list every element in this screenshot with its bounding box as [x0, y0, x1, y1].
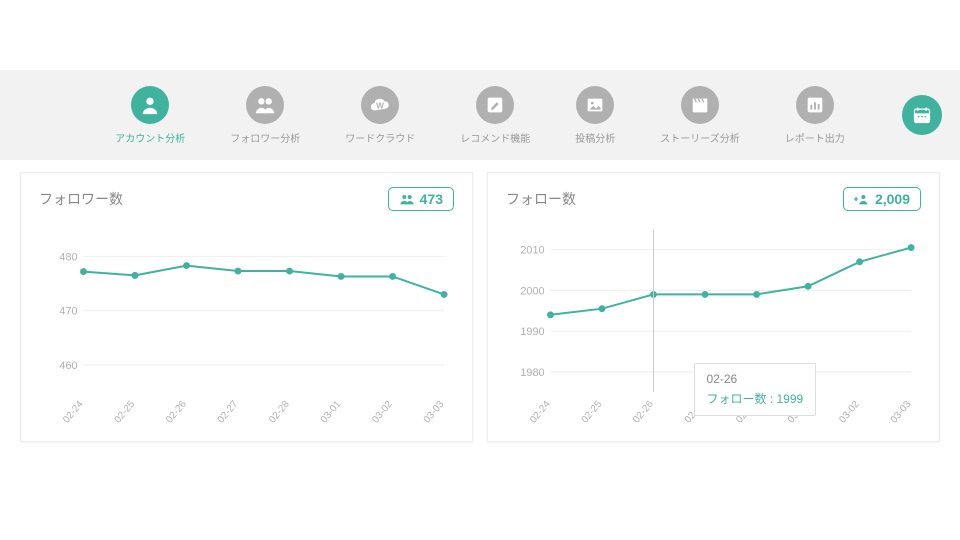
svg-text:1980: 1980 [520, 367, 544, 379]
nav-item-3[interactable]: レコメンド機能 [460, 86, 530, 145]
image-icon [576, 86, 614, 124]
svg-text:03-03: 03-03 [889, 399, 914, 426]
chart-tooltip: 02-26 フォロー数 : 1999 [694, 363, 817, 416]
svg-text:03-03: 03-03 [422, 399, 447, 426]
svg-text:480: 480 [59, 251, 77, 263]
svg-text:02-26: 02-26 [631, 399, 656, 426]
following-count-badge: 2,009 [843, 187, 921, 211]
svg-text:03-02: 03-02 [370, 399, 395, 425]
calendar-icon [912, 105, 932, 125]
clapper-icon [681, 86, 719, 124]
svg-text:2000: 2000 [520, 285, 544, 297]
svg-text:W: W [376, 101, 384, 110]
chart-body-left: 460 470 480 02-24 02-25 02-26 02-27 02-28 03-01 0… [39, 223, 454, 433]
chart-title: フォロー数 [506, 189, 576, 209]
nav-item-6[interactable]: レポート出力 [785, 86, 845, 145]
pencil-box-icon [476, 86, 514, 124]
nav-item-1[interactable]: フォロワー分析 [230, 86, 300, 145]
followers-chart-card: フォロワー数 473 460 470 480 02-24 02-25 02-26 02-27… [20, 172, 473, 442]
tooltip-date: 02-26 [707, 372, 804, 386]
cloud-w-icon: W [361, 86, 399, 124]
svg-text:470: 470 [59, 306, 77, 318]
people-icon [399, 193, 415, 205]
badge-value: 2,009 [875, 191, 910, 207]
calendar-button[interactable] [902, 95, 942, 135]
nav-label: ストーリーズ分析 [660, 130, 740, 145]
svg-text:02-24: 02-24 [61, 399, 86, 426]
person-icon [131, 86, 169, 124]
nav-label: アカウント分析 [115, 130, 185, 145]
svg-text:03-02: 03-02 [837, 399, 862, 425]
svg-text:03-01: 03-01 [319, 399, 344, 426]
followers-line-chart[interactable]: 460 470 480 02-24 02-25 02-26 02-27 02-28 03-01 0… [39, 223, 454, 433]
nav-label: レコメンド機能 [460, 130, 530, 145]
nav-item-2[interactable]: W ワードクラウド [345, 86, 415, 145]
svg-text:02-27: 02-27 [216, 399, 241, 425]
svg-text:460: 460 [59, 360, 77, 372]
nav-label: 投稿分析 [575, 130, 615, 145]
badge-value: 473 [420, 191, 443, 207]
chart-title: フォロワー数 [39, 189, 123, 209]
following-chart-card: フォロー数 2,009 1980 1990 2000 2010 02-24 02-25 02… [487, 172, 940, 442]
svg-text:02-24: 02-24 [528, 399, 553, 426]
nav-label: フォロワー分析 [230, 130, 300, 145]
chart-header: フォロワー数 473 [39, 187, 454, 211]
nav-label: ワードクラウド [345, 130, 415, 145]
charts-row: フォロワー数 473 460 470 480 02-24 02-25 02-26 02-27… [0, 160, 960, 454]
svg-text:02-25: 02-25 [113, 399, 138, 426]
svg-text:02-25: 02-25 [580, 399, 605, 426]
bar-chart-icon [796, 86, 834, 124]
svg-text:2010: 2010 [520, 245, 544, 257]
svg-text:02-26: 02-26 [164, 399, 189, 426]
nav-item-4[interactable]: 投稿分析 [575, 86, 615, 145]
top-spacer [0, 0, 960, 70]
nav-bar: アカウント分析 フォロワー分析 W ワードクラウド レコメンド機能 投稿分析 ストーリーズ分… [0, 70, 960, 160]
people-icon [246, 86, 284, 124]
svg-text:02-28: 02-28 [267, 399, 292, 426]
followers-count-badge: 473 [388, 187, 454, 211]
svg-text:1990: 1990 [520, 326, 544, 338]
nav-label: レポート出力 [785, 130, 845, 145]
chart-header: フォロー数 2,009 [506, 187, 921, 211]
nav-item-0[interactable]: アカウント分析 [115, 86, 185, 145]
nav-item-5[interactable]: ストーリーズ分析 [660, 86, 740, 145]
person-plus-icon [854, 193, 870, 205]
tooltip-value: フォロー数 : 1999 [707, 390, 804, 407]
chart-body-right: 198019902000201002-2402-2502-2602-2702-2… [506, 223, 921, 433]
